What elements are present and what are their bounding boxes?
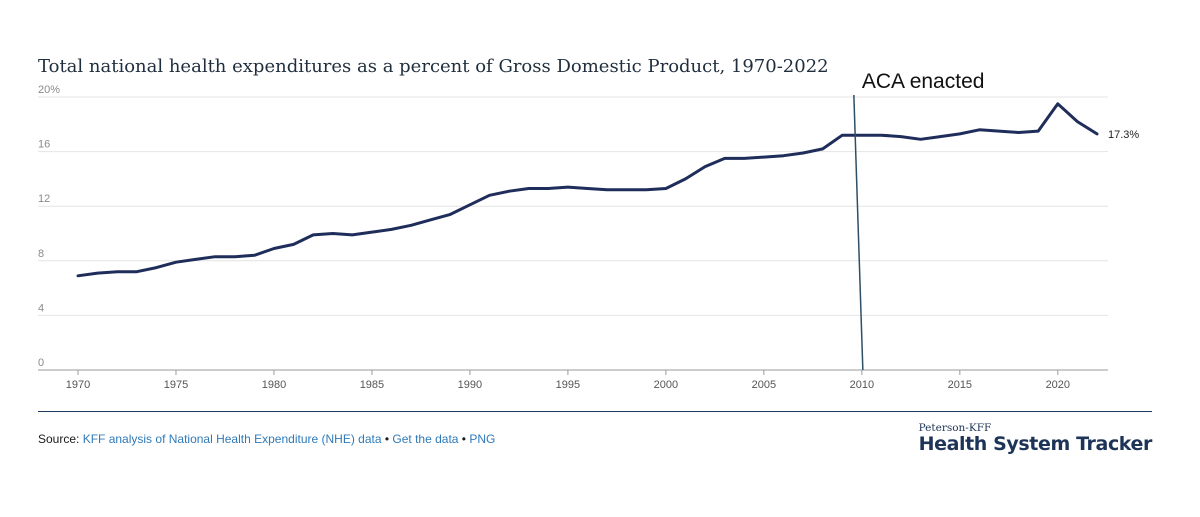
x-tick-label: 1990	[458, 379, 482, 391]
aca-annotation-line	[853, 94, 864, 371]
brand-small-text: Peterson-KFF	[918, 422, 992, 434]
source-label: Source:	[38, 432, 80, 446]
footer-divider	[38, 411, 1152, 412]
y-tick-label: 4	[38, 302, 44, 314]
y-tick-label: 8	[38, 248, 44, 260]
series-line	[76, 102, 1099, 278]
line-chart: 0 4 8 12 16 20% 1970 1975 1980 1985 1990 1995 2000 20…	[38, 70, 1139, 391]
y-tick-label: 20%	[38, 84, 60, 96]
png-link[interactable]: PNG	[469, 432, 496, 446]
end-value-label: 17.3%	[1108, 129, 1139, 141]
y-tick-label: 0	[38, 357, 44, 369]
x-tick-label: 2020	[1046, 379, 1070, 391]
y-tick-label: 16	[38, 139, 50, 151]
chart-title: Total national health expenditures as a …	[38, 56, 829, 77]
aca-annotation-label: ACA enacted	[862, 70, 985, 93]
x-tick-label: 2010	[850, 379, 874, 391]
x-tick-label: 1975	[164, 379, 188, 391]
brand-logo: Peterson-KFF Health System Tracker	[918, 422, 1153, 455]
y-tick-label: 12	[38, 193, 50, 205]
x-tick-label: 2005	[752, 379, 776, 391]
get-data-link[interactable]: Get the data	[392, 432, 459, 446]
x-tick-label: 1985	[360, 379, 384, 391]
x-tick-label: 1970	[66, 379, 90, 391]
x-tick-label: 1980	[262, 379, 286, 391]
x-tick-label: 2015	[948, 379, 972, 391]
bullet-separator: •	[384, 432, 390, 446]
bullet-separator: •	[461, 432, 466, 446]
x-tick-label: 1995	[556, 379, 580, 391]
brand-title: Health System Tracker	[918, 433, 1153, 455]
source-line: Source: KFF analysis of National Health …	[38, 432, 495, 446]
x-tick-label: 2000	[654, 379, 678, 391]
source-link[interactable]: KFF analysis of National Health Expendit…	[82, 432, 382, 446]
